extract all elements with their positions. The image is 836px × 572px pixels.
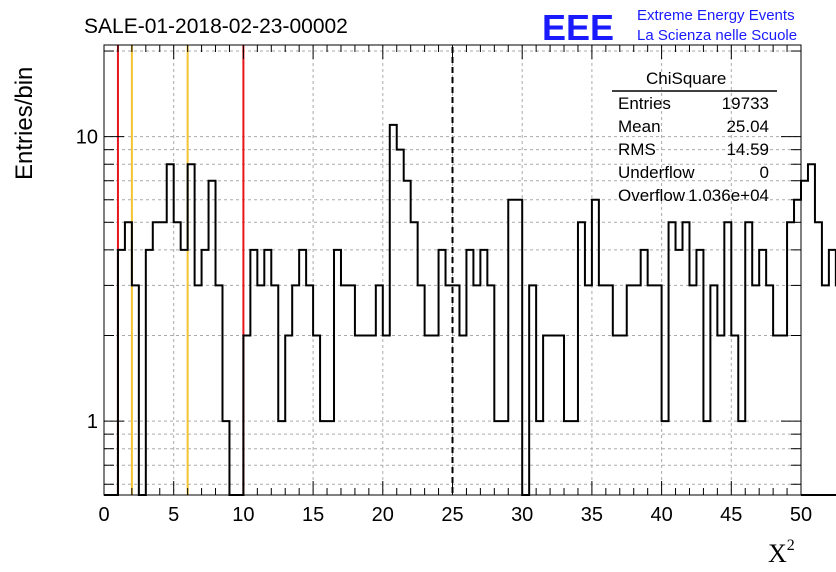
x-tick-label: 5 [168, 504, 179, 526]
histogram-outline [104, 123, 836, 496]
stats-value: 0 [760, 163, 769, 182]
reference-lines [116, 45, 245, 495]
stats-value: 14.59 [726, 140, 769, 159]
x-tick-label: 35 [581, 504, 603, 526]
x-tick-label: 30 [511, 504, 533, 526]
x-tick-label: 50 [790, 504, 812, 526]
x-tick-label: 20 [372, 504, 394, 526]
banner-line-1: Extreme Energy Events [637, 7, 795, 24]
chart-title: SALE-01-2018-02-23-00002 [84, 15, 348, 38]
stats-label: Mean [618, 117, 661, 136]
stats-title: ChiSquare [646, 69, 726, 88]
stats-label: Entries [618, 94, 671, 113]
stats-value: 19733 [722, 94, 769, 113]
y-tick-label: 10 [76, 127, 98, 149]
stats-value: 1.036e+04 [688, 186, 769, 205]
stats-label: Overflow [618, 186, 686, 205]
x-tick-label: 25 [441, 504, 463, 526]
eee-logo-text: EEE [542, 7, 614, 48]
x-tick-label: 45 [720, 504, 742, 526]
x-tick-label: 40 [650, 504, 672, 526]
y-tick-label: 1 [87, 411, 98, 433]
banner-line-2: La Scienza nelle Scuole [637, 27, 797, 44]
stats-value: 25.04 [726, 117, 769, 136]
y-axis-label: Entries/bin [11, 67, 38, 180]
eee-logo: EEE [542, 7, 614, 48]
stats-box: ChiSquare Entries 19733 Mean 25.04 RMS 14.59 U… [612, 69, 777, 205]
x-tick-label: 0 [98, 504, 109, 526]
axes: 0 5 10 15 20 25 30 35 40 45 50 1 10 [76, 45, 812, 526]
stats-label: Underflow [618, 163, 695, 182]
x-tick-label: 10 [232, 504, 254, 526]
x-axis-label: X2 [768, 537, 795, 568]
stats-label: RMS [618, 140, 656, 159]
x-tick-label: 15 [302, 504, 324, 526]
